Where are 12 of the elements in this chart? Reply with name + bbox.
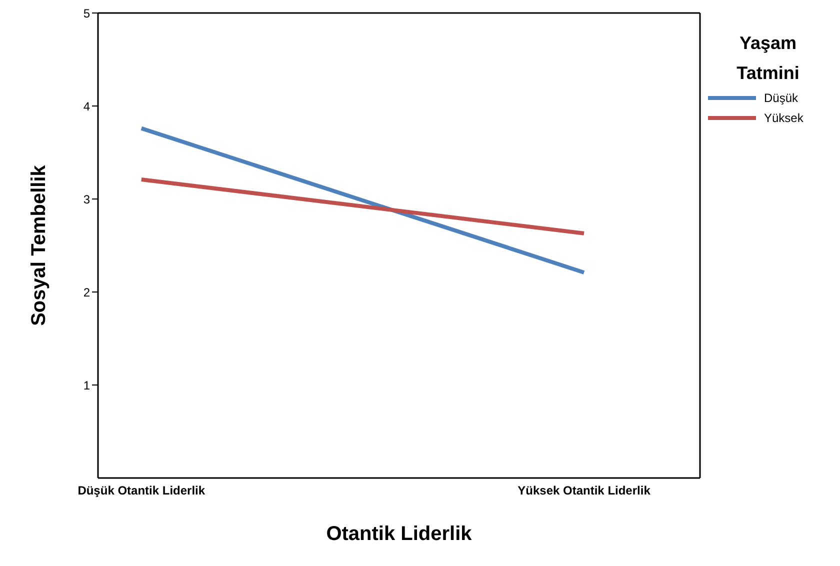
legend-title: Yaşam Tatmini (736, 32, 800, 85)
y-axis-title: Sosyal Tembellik (28, 164, 50, 326)
legend-label: Yüksek (764, 111, 804, 125)
y-tick-label: 1 (83, 378, 90, 392)
x-tick-label: Düşük Otantik Liderlik (78, 484, 206, 498)
y-tick-label: 3 (83, 192, 90, 206)
x-tick-label: Yüksek Otantik Liderlik (518, 484, 651, 498)
y-tick-label: 2 (83, 285, 90, 300)
legend-label: Düşük (764, 91, 798, 105)
x-axis-title: Otantik Liderlik (326, 523, 473, 545)
y-tick-label: 5 (83, 6, 90, 20)
y-tick-label: 4 (83, 99, 90, 114)
